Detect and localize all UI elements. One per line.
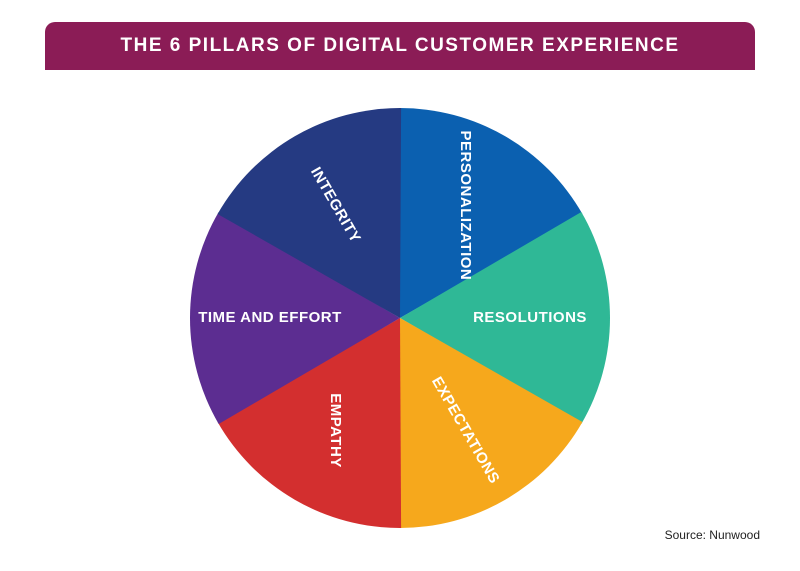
pie-slice-label: PERSONALIZATION bbox=[457, 131, 474, 281]
source-prefix: Source: bbox=[665, 528, 710, 542]
source-attribution: Source: Nunwood bbox=[665, 528, 760, 542]
source-name: Nunwood bbox=[709, 528, 760, 542]
pie-slice-label: RESOLUTIONS bbox=[473, 309, 587, 326]
pillars-pie-chart: PERSONALIZATIONRESOLUTIONSEXPECTATIONSEM… bbox=[0, 0, 800, 566]
pie-slice-label: TIME AND EFFORT bbox=[198, 309, 342, 326]
pie-slice-label: EMPATHY bbox=[327, 393, 344, 468]
